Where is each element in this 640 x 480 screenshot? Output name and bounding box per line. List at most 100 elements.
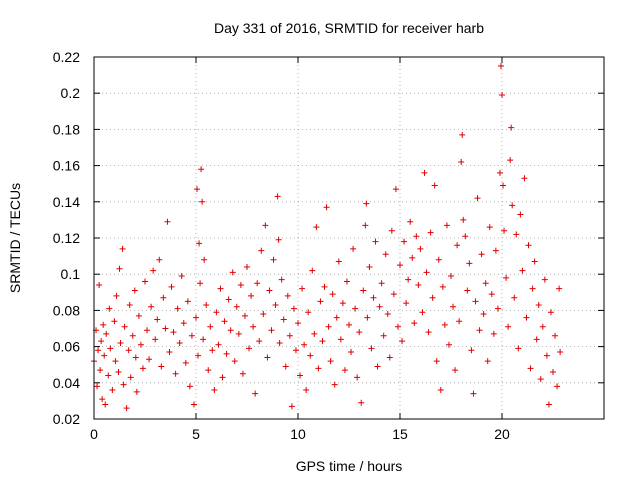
- data-point: [490, 330, 497, 337]
- data-point: [466, 260, 473, 267]
- data-point: [405, 276, 412, 283]
- data-point: [423, 269, 430, 276]
- data-point: [188, 332, 195, 339]
- data-point: [303, 387, 310, 394]
- data-point: [150, 267, 157, 274]
- data-point: [99, 396, 106, 403]
- data-point: [392, 186, 399, 193]
- x-tick-label: 20: [494, 426, 510, 442]
- data-point: [327, 358, 334, 365]
- data-point: [164, 218, 171, 225]
- data-point: [197, 280, 204, 287]
- data-point: [541, 276, 548, 283]
- data-point: [105, 372, 112, 379]
- data-point: [352, 305, 359, 312]
- data-point: [195, 352, 202, 359]
- data-point: [278, 276, 285, 283]
- data-point: [496, 169, 503, 176]
- data-point: [380, 332, 387, 339]
- data-point: [102, 401, 109, 408]
- data-point: [378, 280, 385, 287]
- data-point: [146, 356, 153, 363]
- data-point: [244, 263, 250, 270]
- data-point: [254, 280, 261, 287]
- data-point: [535, 301, 542, 308]
- data-point: [96, 282, 103, 289]
- data-point: [186, 383, 193, 390]
- data-point: [250, 323, 257, 330]
- data-point: [190, 401, 197, 408]
- data-point: [111, 318, 118, 325]
- data-point: [162, 325, 169, 332]
- data-point: [539, 323, 546, 330]
- data-point: [119, 245, 126, 252]
- data-point: [556, 285, 563, 292]
- data-point: [282, 363, 289, 370]
- data-point: [484, 358, 491, 365]
- data-point: [292, 347, 299, 354]
- data-point: [472, 298, 479, 305]
- data-point: [199, 198, 206, 205]
- data-point: [172, 370, 179, 377]
- data-point: [397, 262, 403, 269]
- data-point: [180, 320, 187, 327]
- data-point: [474, 195, 481, 202]
- y-tick-label: 0.18: [53, 121, 80, 137]
- data-point: [509, 202, 516, 209]
- data-point: [284, 292, 291, 299]
- data-point: [317, 298, 324, 305]
- data-point: [123, 405, 130, 412]
- data-point: [417, 245, 424, 252]
- data-point: [550, 368, 556, 375]
- data-point: [219, 374, 226, 381]
- data-point: [394, 323, 401, 330]
- data-point: [121, 323, 128, 330]
- data-points: [91, 63, 564, 412]
- x-axis-label: GPS time / hours: [296, 458, 403, 474]
- data-point: [112, 358, 119, 365]
- data-point: [462, 233, 469, 240]
- data-point: [182, 359, 189, 366]
- data-point: [456, 318, 463, 325]
- data-point: [239, 370, 246, 377]
- data-point: [168, 283, 175, 290]
- data-point: [545, 401, 552, 408]
- data-point: [129, 332, 136, 339]
- data-point: [519, 267, 526, 274]
- data-point: [360, 287, 367, 294]
- data-point: [246, 345, 253, 352]
- data-point: [106, 305, 113, 312]
- data-point: [148, 303, 155, 310]
- x-tick-label: 5: [192, 426, 200, 442]
- data-point: [144, 327, 151, 334]
- data-point: [523, 314, 530, 321]
- data-point: [280, 316, 287, 323]
- data-point: [411, 320, 418, 327]
- data-point: [160, 294, 167, 301]
- data-point: [217, 285, 224, 292]
- data-point: [454, 242, 461, 249]
- data-point: [132, 354, 139, 361]
- data-point: [166, 349, 173, 356]
- data-point: [329, 291, 336, 298]
- data-point: [109, 387, 116, 394]
- data-point: [437, 387, 444, 394]
- data-point: [533, 336, 540, 343]
- data-point: [554, 383, 561, 390]
- data-point: [421, 169, 428, 176]
- data-point: [501, 227, 508, 234]
- data-point: [382, 251, 389, 258]
- data-point: [494, 305, 501, 312]
- data-point: [503, 274, 510, 281]
- data-point: [547, 309, 554, 316]
- x-axis: 0 5 10 15 20: [90, 57, 510, 442]
- data-point: [337, 336, 344, 343]
- data-point: [343, 278, 350, 285]
- data-point: [207, 323, 214, 330]
- data-point: [543, 352, 550, 359]
- data-point: [98, 338, 105, 345]
- y-axis-label: SRMTID / TECUs: [7, 183, 23, 293]
- data-point: [311, 330, 318, 337]
- data-point: [126, 301, 133, 308]
